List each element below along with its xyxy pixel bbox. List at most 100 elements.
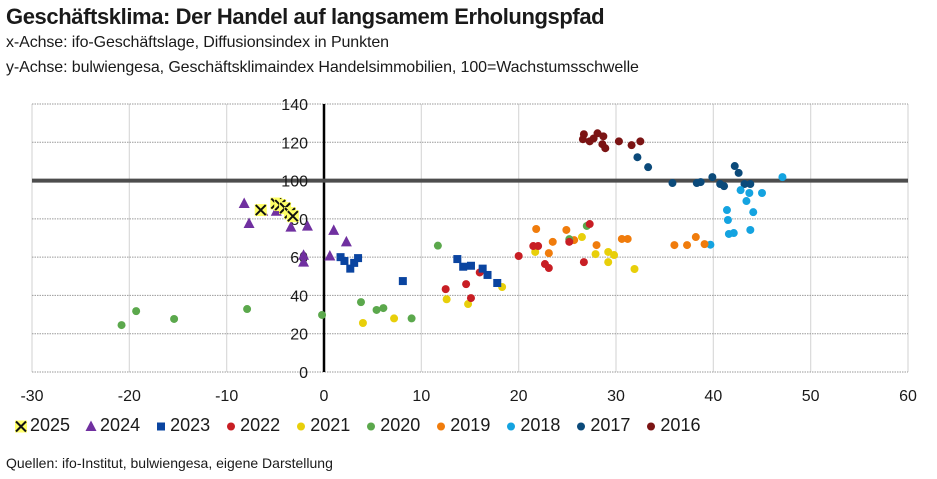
point-2021 xyxy=(464,300,473,309)
point-2017 xyxy=(644,163,653,172)
x-tick-label: 20 xyxy=(510,388,528,405)
series-2023 xyxy=(336,253,502,287)
legend-item-2021: 2021 xyxy=(294,415,350,436)
point-2020 xyxy=(243,305,252,314)
legend-label: 2020 xyxy=(380,415,421,435)
series-2020 xyxy=(117,221,591,330)
legend-label: 2019 xyxy=(450,415,491,435)
legend-item-2025: 2025 xyxy=(14,415,70,436)
point-2022 xyxy=(514,251,523,260)
point-2021 xyxy=(390,314,399,323)
legend-item-2017: 2017 xyxy=(574,415,630,436)
point-2023 xyxy=(483,270,492,279)
legend-marker-cross-icon xyxy=(15,420,27,432)
point-2016 xyxy=(614,137,623,146)
x-tick-label: -10 xyxy=(215,388,238,405)
legend-marker-circle-icon xyxy=(507,422,516,430)
point-2024 xyxy=(340,235,352,247)
point-2021 xyxy=(604,258,613,267)
legend-marker-circle-icon xyxy=(647,422,656,430)
point-2023 xyxy=(346,264,355,273)
point-2018 xyxy=(778,173,787,182)
legend-marker xyxy=(507,422,516,430)
point-2016 xyxy=(636,137,645,146)
point-2019 xyxy=(700,240,709,249)
legend-marker-circle-icon xyxy=(227,422,236,430)
point-2020 xyxy=(356,298,365,307)
point-2022 xyxy=(544,264,553,273)
point-2022 xyxy=(441,285,450,294)
legend-item-2024: 2024 xyxy=(84,415,140,436)
point-2021 xyxy=(610,251,619,260)
point-2019 xyxy=(683,241,692,250)
legend-marker-square-icon xyxy=(157,422,166,430)
legend-marker-circle-icon xyxy=(437,422,446,430)
x-tick-label: -20 xyxy=(118,388,141,405)
point-2018 xyxy=(736,186,745,195)
legend-marker xyxy=(437,422,446,430)
legend-label: 2022 xyxy=(240,415,281,435)
point-2016 xyxy=(627,141,636,150)
point-2019 xyxy=(670,241,679,250)
series-2017 xyxy=(633,153,755,191)
series-2018 xyxy=(706,173,787,249)
y-tick-label: 0 xyxy=(299,365,308,382)
legend-label: 2017 xyxy=(590,415,631,435)
point-2022 xyxy=(462,280,471,289)
point-2019 xyxy=(548,237,557,246)
y-tick-label: 140 xyxy=(281,97,308,114)
x-tick-label: 60 xyxy=(899,388,917,405)
point-2023 xyxy=(493,278,502,287)
legend-item-2019: 2019 xyxy=(434,415,490,436)
y-tick-label: 100 xyxy=(281,174,308,191)
legend-marker xyxy=(15,420,27,432)
point-2023 xyxy=(459,262,468,271)
legend-item-2022: 2022 xyxy=(224,415,280,436)
legend-label: 2018 xyxy=(520,415,561,435)
point-2020 xyxy=(318,310,327,319)
point-2021 xyxy=(358,318,367,327)
point-2023 xyxy=(354,254,363,263)
point-2022 xyxy=(579,258,588,267)
y-tick-label: 20 xyxy=(290,327,308,344)
point-2016 xyxy=(599,132,608,141)
point-2018 xyxy=(746,225,755,234)
point-2017 xyxy=(668,179,677,188)
point-2018 xyxy=(723,216,732,225)
point-2017 xyxy=(734,168,743,177)
series-2022 xyxy=(441,220,594,303)
x-tick-label: 30 xyxy=(607,388,625,405)
point-2017 xyxy=(730,162,739,171)
point-2024 xyxy=(298,249,310,260)
point-2023 xyxy=(453,255,462,264)
point-2017 xyxy=(708,173,717,182)
x-tick-label: 50 xyxy=(802,388,820,405)
legend-marker xyxy=(157,422,166,430)
point-2024 xyxy=(243,217,255,228)
point-2018 xyxy=(729,229,738,238)
series-2025 xyxy=(254,197,299,223)
legend-marker-triangle-icon xyxy=(85,420,97,431)
point-2024 xyxy=(324,249,336,261)
legend-label: 2023 xyxy=(170,415,211,435)
x-axis-description: x-Achse: ifo-Geschäftslage, Diffusionsin… xyxy=(6,34,389,51)
series-2016 xyxy=(578,129,645,153)
x-tick-label: 0 xyxy=(320,388,329,405)
point-2022 xyxy=(534,242,543,251)
point-2024 xyxy=(301,220,313,231)
point-2023 xyxy=(398,277,407,286)
point-2019 xyxy=(617,234,626,243)
point-2017 xyxy=(633,153,642,162)
legend: 2025 2024 2023 2022 2021 2020 2019 2018 2017 2016 xyxy=(14,415,714,436)
point-2020 xyxy=(372,305,381,314)
legend-label: 2024 xyxy=(100,415,141,435)
point-2018 xyxy=(758,189,766,198)
legend-item-2018: 2018 xyxy=(504,415,560,436)
point-2020 xyxy=(132,307,141,316)
point-2022 xyxy=(565,237,574,246)
legend-marker-circle-icon xyxy=(297,422,306,430)
point-2023 xyxy=(478,264,487,273)
point-2020 xyxy=(379,304,388,313)
point-2024 xyxy=(285,221,297,232)
